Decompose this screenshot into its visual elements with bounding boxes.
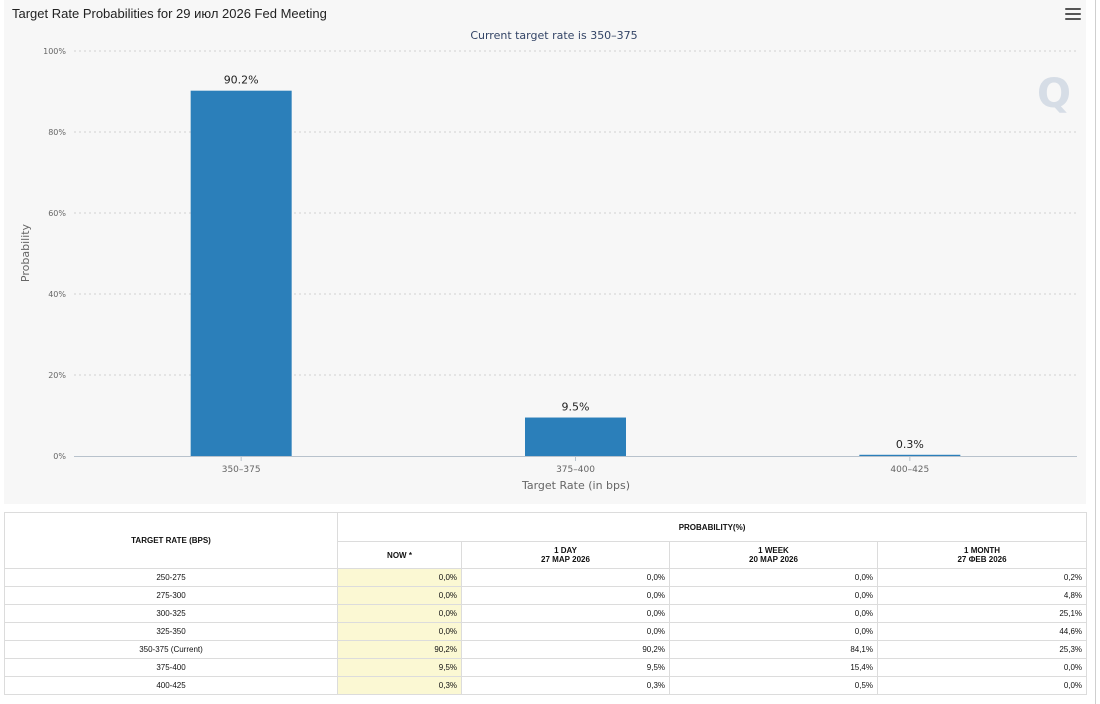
- rate-cell: 300-325: [4, 604, 338, 623]
- rate-cell: 275-300: [4, 586, 338, 605]
- data-label: 90.2%: [224, 74, 259, 87]
- col-1week-header: 1 WEEK 20 МАР 2026: [669, 541, 878, 569]
- y-tick-label: 60%: [48, 209, 66, 218]
- table-row: 300-325 0,0% 0,0% 0,0% 25,1%: [4, 604, 1088, 623]
- chart-title: Target Rate Probabilities for 29 июл 202…: [12, 6, 327, 21]
- y-tick-label: 20%: [48, 371, 66, 380]
- day-cell: 0,0%: [461, 586, 670, 605]
- table-row: 375-400 9,5% 9,5% 15,4% 0,0%: [4, 658, 1088, 677]
- day-cell: 0,0%: [461, 622, 670, 641]
- month-cell: 44,6%: [876, 622, 1088, 641]
- probability-table: TARGET RATE (BPS) PROBABILITY(%) NOW * 1…: [4, 512, 1088, 695]
- day-cell: 90,2%: [461, 640, 670, 659]
- bar: [190, 90, 292, 456]
- day-cell: 9,5%: [461, 658, 670, 677]
- now-cell: 0,0%: [337, 622, 462, 641]
- chart-panel: Target Rate Probabilities for 29 июл 202…: [4, 0, 1086, 504]
- target-rate-header: TARGET RATE (BPS): [4, 512, 338, 569]
- x-tick-label: 375–400: [556, 465, 595, 475]
- now-cell: 9,5%: [337, 658, 462, 677]
- col-1day-header: 1 DAY 27 МАР 2026: [461, 541, 670, 569]
- bar: [859, 454, 961, 456]
- month-cell: 0,0%: [876, 676, 1088, 695]
- bar: [525, 417, 626, 456]
- table-row: 250-275 0,0% 0,0% 0,0% 0,2%: [4, 568, 1088, 587]
- y-tick-label: 80%: [48, 128, 66, 137]
- week-cell: 0,0%: [669, 568, 878, 587]
- table-row: 325-350 0,0% 0,0% 0,0% 44,6%: [4, 622, 1088, 641]
- bar-chart: Current target rate is 350–375 Q 0% 20% 40% 6…: [19, 29, 1077, 492]
- now-cell: 0,0%: [337, 568, 462, 587]
- day-cell: 0,0%: [461, 568, 670, 587]
- now-cell: 0,0%: [337, 604, 462, 623]
- month-cell: 25,3%: [876, 640, 1088, 659]
- y-axis-title: Probability: [19, 223, 32, 282]
- week-cell: 0,0%: [669, 586, 878, 605]
- month-cell: 0,2%: [876, 568, 1088, 587]
- chart-subtitle: Current target rate is 350–375: [470, 29, 637, 42]
- y-tick-label: 0%: [53, 452, 66, 461]
- rate-cell: 400-425: [4, 676, 338, 695]
- y-tick-label: 40%: [48, 290, 66, 299]
- week-cell: 0,0%: [669, 604, 878, 623]
- table-row: 275-300 0,0% 0,0% 0,0% 4,8%: [4, 586, 1088, 605]
- day-cell: 0,0%: [461, 604, 670, 623]
- rate-cell: 325-350: [4, 622, 338, 641]
- week-cell: 0,0%: [669, 622, 878, 641]
- month-cell: 25,1%: [876, 604, 1088, 623]
- now-cell: 0,3%: [337, 676, 462, 695]
- x-tick-label: 350–375: [222, 465, 261, 475]
- month-cell: 4,8%: [876, 586, 1088, 605]
- col-1month-header: 1 MONTH 27 ФЕВ 2026: [876, 541, 1088, 569]
- rate-cell: 250-275: [4, 568, 338, 587]
- week-cell: 15,4%: [669, 658, 878, 677]
- col-now-header: NOW *: [337, 541, 462, 569]
- week-cell: 0,5%: [669, 676, 878, 695]
- logo-watermark: Q: [1037, 71, 1071, 117]
- rate-cell: 375-400: [4, 658, 338, 677]
- month-cell: 0,0%: [876, 658, 1088, 677]
- x-tick-label: 400–425: [890, 465, 929, 475]
- y-tick-label: 100%: [43, 47, 66, 56]
- table-row: 400-425 0,3% 0,3% 0,5% 0,0%: [4, 676, 1088, 695]
- week-cell: 84,1%: [669, 640, 878, 659]
- menu-icon[interactable]: [1065, 8, 1081, 22]
- data-label: 0.3%: [896, 438, 924, 451]
- now-cell: 90,2%: [337, 640, 462, 659]
- data-label: 9.5%: [562, 401, 590, 414]
- day-cell: 0,3%: [461, 676, 670, 695]
- scrollbar-divider: [1095, 0, 1096, 704]
- rate-cell: 350-375 (Current): [4, 640, 338, 659]
- table-row: 350-375 (Current) 90,2% 90,2% 84,1% 25,3%: [4, 640, 1088, 659]
- x-axis-title: Target Rate (in bps): [521, 479, 630, 492]
- now-cell: 0,0%: [337, 586, 462, 605]
- probability-header: PROBABILITY(%): [336, 512, 1088, 542]
